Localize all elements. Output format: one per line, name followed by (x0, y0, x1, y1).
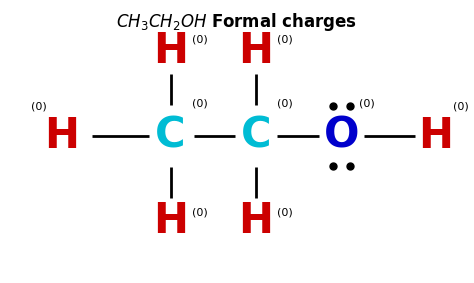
Text: $\mathit{CH_3CH_2OH}$$\bf{\  Formal\ charges}$: $\mathit{CH_3CH_2OH}$$\bf{\ Formal\ char… (117, 11, 357, 33)
Text: (0): (0) (277, 98, 293, 108)
Text: (0): (0) (453, 101, 468, 111)
Text: C: C (241, 115, 271, 157)
Text: (0): (0) (192, 207, 208, 217)
Text: H: H (153, 200, 188, 242)
Text: (0): (0) (192, 98, 208, 108)
Text: H: H (238, 200, 273, 242)
Text: H: H (153, 30, 188, 72)
Text: H: H (238, 30, 273, 72)
Text: H: H (44, 115, 79, 157)
Text: (0): (0) (359, 98, 374, 108)
Text: (0): (0) (277, 207, 293, 217)
Text: C: C (155, 115, 186, 157)
Text: O: O (324, 115, 359, 157)
Text: (0): (0) (31, 101, 46, 111)
Text: H: H (419, 115, 454, 157)
Text: (0): (0) (192, 35, 208, 45)
Text: (0): (0) (277, 35, 293, 45)
